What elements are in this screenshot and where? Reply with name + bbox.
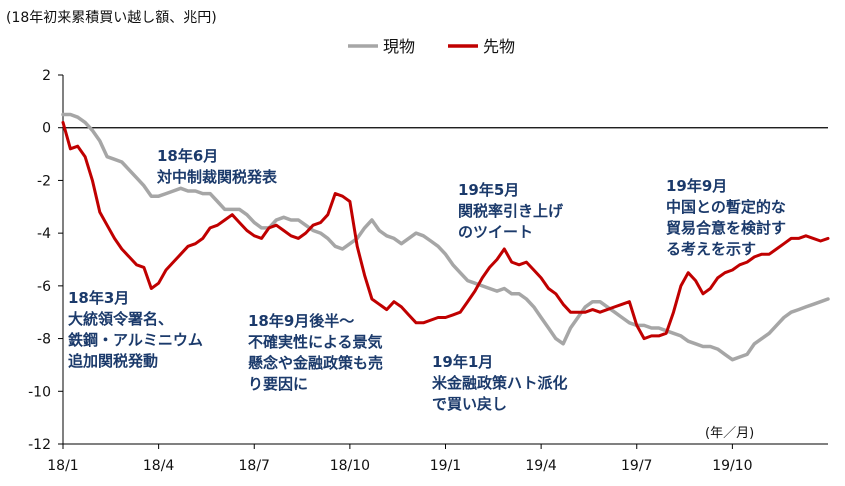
annotation-line: 19年9月 — [666, 177, 727, 195]
annotation-line: 18年3月 — [68, 289, 129, 307]
annotation-line: のツイート — [458, 223, 533, 241]
series-group — [61, 112, 830, 362]
x-tick-label: 19/10 — [712, 458, 752, 474]
x-tick-label: 19/1 — [430, 458, 461, 474]
legend: 現物 先物 — [348, 37, 515, 56]
annotation-line: 中国との暫定的な — [666, 198, 786, 216]
annotation-line: 米金融政策ハト派化 — [432, 374, 567, 392]
spot-line — [61, 112, 830, 362]
annotation-line: 大統領令署名、 — [68, 310, 173, 328]
x-tick-label: 19/4 — [525, 458, 557, 474]
x-tick-label: 18/4 — [143, 458, 175, 474]
annotation-line: 18年9月後半～ — [248, 312, 354, 330]
annotation-line: 18年6月 — [157, 147, 218, 165]
annotation-line: 追加関税発動 — [68, 352, 158, 370]
y-tick-label: 2 — [42, 68, 51, 84]
annotation-line: 貿易合意を検討す — [666, 219, 786, 237]
annotation-line: 不確実性による景気 — [248, 333, 383, 351]
annotation-line: 懸念や金融政策も売 — [248, 354, 383, 372]
legend-label-futures: 先物 — [483, 37, 515, 56]
x-tick-label: 18/7 — [239, 458, 270, 474]
x-tick-label: 19/7 — [621, 458, 652, 474]
annotation-line: 19年1月 — [432, 353, 493, 371]
chart-subtitle: (18年初来累積買い越し額、兆円) — [6, 9, 217, 26]
y-tick-label: -4 — [37, 226, 51, 242]
annotation-line: り要因に — [248, 375, 308, 393]
y-tick-label: -12 — [28, 437, 51, 453]
x-tick-label: 18/10 — [330, 458, 370, 474]
y-tick-label: -6 — [37, 279, 51, 295]
x-tick-label: 18/1 — [47, 458, 78, 474]
annotation-line: 対中制裁関税発表 — [156, 168, 278, 186]
y-tick-label: 0 — [42, 121, 51, 137]
axes: 2 0 -2 -4 -6 -8 -10 -12 18/1 18/4 18/7 18/10 19/1 19/… — [28, 68, 828, 474]
y-tick-label: -8 — [37, 332, 51, 348]
annotation-line: で買い戻し — [432, 395, 507, 413]
annotation-line: 19年5月 — [458, 181, 519, 199]
annotation-line: 鉄鋼・アルミニウム — [68, 331, 203, 349]
annotation-line: 関税率引き上げ — [458, 202, 564, 220]
y-tick-label: -2 — [37, 173, 51, 189]
annotation-line: る考えを示す — [666, 240, 756, 258]
legend-label-spot: 現物 — [383, 37, 415, 56]
x-unit-label: (年／月) — [705, 426, 754, 441]
futures-line — [61, 120, 830, 341]
y-tick-label: -10 — [28, 384, 51, 400]
